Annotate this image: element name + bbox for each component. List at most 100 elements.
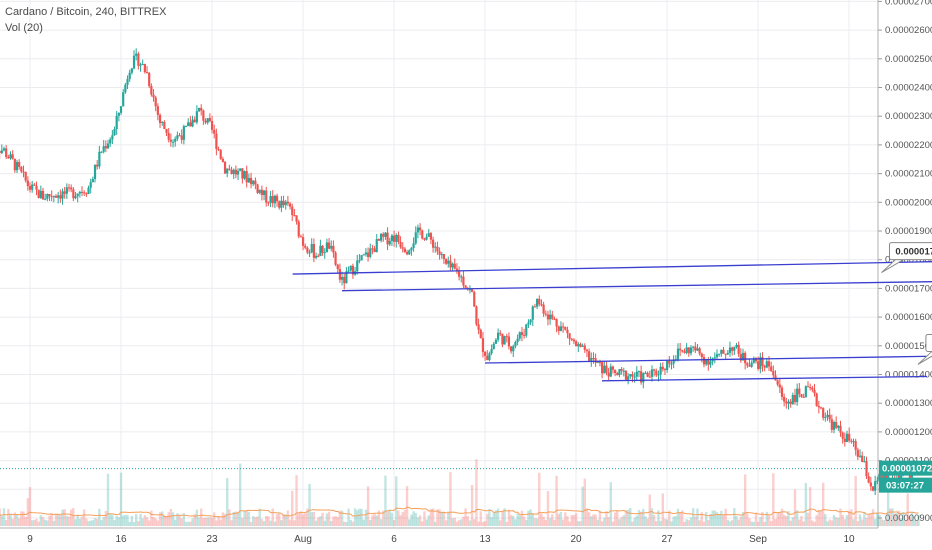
candle-body <box>130 68 133 73</box>
candle-body <box>523 335 526 337</box>
volume-bar <box>156 520 160 526</box>
candle-body <box>304 245 307 248</box>
trendline[interactable] <box>292 261 932 275</box>
candle-body <box>96 164 99 167</box>
volume-bar <box>572 514 576 526</box>
candle-body <box>481 338 485 353</box>
candle-body <box>542 304 545 314</box>
volume-bar <box>124 514 127 526</box>
volume-bar <box>854 475 857 526</box>
volume-bar <box>436 509 439 526</box>
volume-bar <box>449 472 452 526</box>
candle-body <box>416 227 420 233</box>
volume-bar <box>789 520 792 526</box>
candle-body <box>497 332 500 340</box>
volume-bar <box>174 519 177 526</box>
volume-bar <box>899 518 903 526</box>
candle-body <box>223 161 227 174</box>
volume-bar <box>364 509 368 526</box>
volume-bar <box>410 514 413 526</box>
trendline[interactable] <box>341 281 932 292</box>
volume-bar <box>351 521 355 526</box>
trendline[interactable] <box>601 375 928 382</box>
candle-body <box>460 276 463 278</box>
candle-body <box>182 126 185 140</box>
volume-bar <box>726 519 730 526</box>
volume-bar <box>147 520 151 526</box>
candle-body <box>11 154 14 159</box>
candle-body <box>317 255 320 257</box>
volume-bar <box>13 512 17 526</box>
volume-bar <box>698 520 701 526</box>
candle-body <box>41 190 45 200</box>
candle-body <box>536 298 539 307</box>
candle-body <box>269 196 272 203</box>
volume-bar <box>197 517 201 526</box>
volume-bar <box>362 519 365 526</box>
candle-body <box>2 148 6 151</box>
candle-body <box>871 486 875 491</box>
price-callout[interactable] <box>889 242 932 261</box>
volume-bar <box>800 515 803 526</box>
candle-body <box>312 243 315 258</box>
candle-body <box>113 129 116 136</box>
volume-bar <box>871 509 875 526</box>
candle-body <box>553 318 556 320</box>
candle-body <box>288 203 292 207</box>
volume-bar <box>384 475 387 526</box>
volume-bar <box>876 512 879 526</box>
volume-bar <box>395 476 398 526</box>
volume-bar <box>171 512 175 526</box>
candle-body <box>44 198 47 200</box>
candle-body <box>386 232 389 245</box>
candle-body <box>319 245 322 257</box>
volume-bar <box>388 509 391 526</box>
trendline[interactable] <box>484 355 932 364</box>
candle-body <box>798 388 801 395</box>
candle-body <box>804 386 807 398</box>
volume-bar <box>418 515 422 526</box>
candle-body <box>718 353 721 355</box>
candle-body <box>566 329 569 334</box>
volume-bar <box>678 512 682 526</box>
candle-body <box>165 129 168 133</box>
volume-bar <box>182 513 186 526</box>
candle-body <box>650 369 654 377</box>
volume-bar <box>202 517 205 526</box>
candle-body <box>271 196 274 204</box>
candle-body <box>507 336 511 347</box>
volume-bar <box>338 510 342 526</box>
candle-body <box>206 118 209 123</box>
candle-body <box>676 348 680 360</box>
volume-bar <box>499 520 502 526</box>
volume-bar <box>470 484 474 526</box>
volume-bar <box>785 516 788 526</box>
candle-body <box>67 187 71 189</box>
volume-bar <box>897 510 901 526</box>
candle-body <box>715 354 719 358</box>
volume-bar <box>312 511 316 526</box>
y-tick-label: 0.00002700 <box>885 0 932 7</box>
candle-body <box>713 357 716 359</box>
candle-body <box>395 234 398 242</box>
candle-body <box>540 304 543 306</box>
volume-bar <box>917 514 920 526</box>
volume-bar <box>522 516 526 526</box>
volume-bar <box>691 508 695 526</box>
volume-bar <box>22 511 25 526</box>
volume-bar <box>585 508 589 526</box>
candle-body <box>800 394 803 397</box>
candle-body <box>18 161 21 167</box>
price-callout[interactable] <box>925 333 932 352</box>
candle-body <box>360 255 363 261</box>
candle-body <box>373 248 376 253</box>
volume-bar <box>676 508 680 526</box>
volume-bar <box>321 512 324 526</box>
candle-body <box>330 245 333 249</box>
candle-body <box>293 215 296 217</box>
volume-bar <box>878 514 881 526</box>
volume-bar <box>806 512 810 526</box>
volume-bar <box>720 510 723 526</box>
